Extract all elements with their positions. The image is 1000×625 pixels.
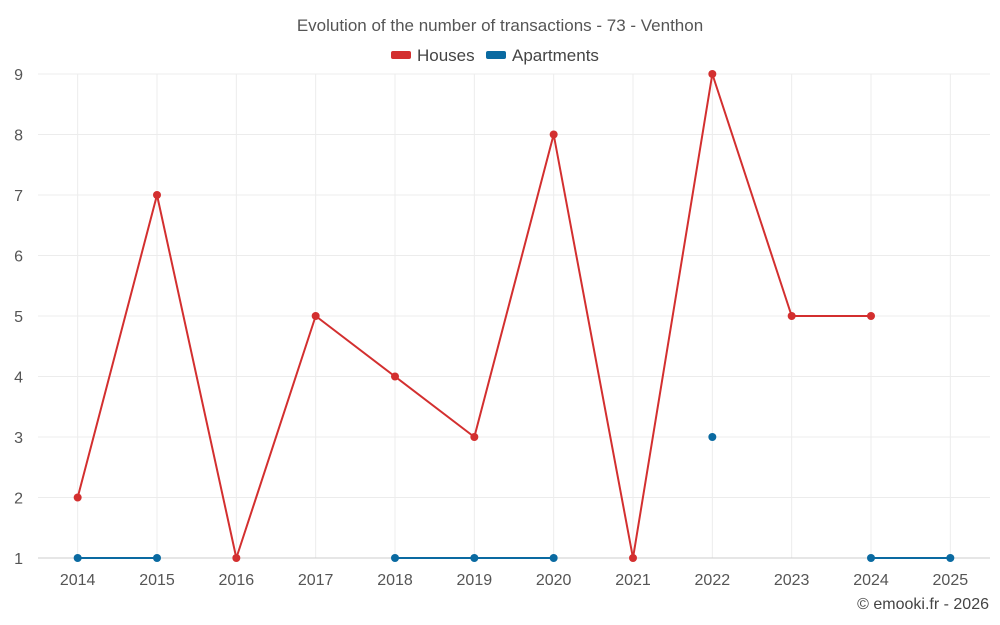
apartments-point[interactable]	[549, 554, 558, 562]
houses-point[interactable]	[629, 554, 637, 562]
series-houses	[73, 70, 875, 562]
x-tick-label: 2015	[139, 572, 175, 589]
y-tick-label: 2	[14, 491, 23, 508]
houses-point[interactable]	[708, 70, 717, 78]
houses-point[interactable]	[153, 191, 161, 199]
apartments-point[interactable]	[946, 554, 955, 562]
apartments-point[interactable]	[470, 554, 479, 562]
legend-item-apartments[interactable]: Apartments	[486, 46, 599, 65]
legend-item-houses[interactable]: Houses	[391, 46, 475, 65]
x-tick-label: 2018	[377, 572, 413, 589]
x-tick-label: 2021	[615, 572, 651, 589]
series-layer	[73, 70, 955, 562]
x-tick-label: 2017	[298, 572, 334, 589]
legend[interactable]: Houses Apartments	[391, 46, 599, 65]
x-tick-label: 2023	[774, 572, 810, 589]
houses-line-segment	[632, 73, 714, 559]
houses-line-segment	[394, 375, 476, 438]
houses-line-segment	[235, 315, 317, 559]
x-tick-label: 2014	[60, 572, 96, 589]
apartments-point[interactable]	[867, 554, 875, 562]
apartments-point[interactable]	[391, 554, 399, 562]
houses-point[interactable]	[391, 372, 399, 381]
x-tick-label: 2019	[457, 572, 493, 589]
y-tick-label: 5	[14, 309, 23, 326]
houses-point[interactable]	[73, 493, 82, 502]
credit-text: © emooki.fr - 2026	[857, 596, 989, 613]
y-tick-label: 4	[14, 370, 23, 387]
apartments-point[interactable]	[73, 554, 82, 562]
houses-line-segment	[711, 73, 793, 317]
houses-point[interactable]	[867, 312, 875, 320]
houses-point[interactable]	[470, 433, 479, 441]
legend-swatch-apartments	[486, 51, 506, 59]
y-tick-label: 9	[14, 67, 23, 84]
legend-swatch-houses	[391, 51, 411, 59]
houses-point[interactable]	[311, 312, 320, 320]
y-tick-label: 7	[14, 188, 23, 205]
axes: 1 2 3 4 5 6 7 8 9 2014 2015 2016 2017 2018 2019 2020 202…	[14, 67, 990, 589]
x-tick-label: 2024	[853, 572, 889, 589]
y-tick-label: 8	[14, 128, 23, 145]
x-tick-label: 2022	[695, 572, 731, 589]
y-tick-label: 1	[14, 551, 23, 568]
houses-line-segment	[156, 194, 238, 559]
houses-line-segment	[76, 194, 158, 499]
houses-point[interactable]	[549, 130, 558, 139]
x-tick-label: 2016	[219, 572, 255, 589]
houses-point[interactable]	[232, 554, 241, 562]
legend-label-houses: Houses	[417, 46, 475, 65]
houses-line-segment	[552, 133, 634, 559]
houses-point[interactable]	[787, 312, 796, 320]
x-tick-label: 2020	[536, 572, 572, 589]
y-tick-label: 6	[14, 249, 23, 266]
series-apartments	[73, 433, 955, 562]
apartments-point[interactable]	[153, 554, 161, 562]
houses-line-segment	[473, 133, 555, 438]
legend-label-apartments: Apartments	[512, 46, 599, 65]
chart-title: Evolution of the number of transactions …	[297, 16, 703, 35]
houses-line-segment	[314, 315, 396, 378]
y-tick-label: 3	[14, 430, 23, 447]
x-tick-label: 2025	[933, 572, 969, 589]
apartments-point[interactable]	[708, 433, 717, 441]
